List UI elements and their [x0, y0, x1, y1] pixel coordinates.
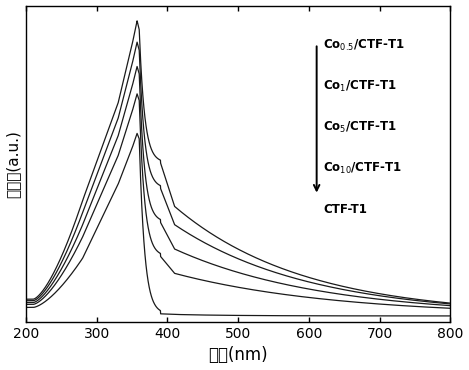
X-axis label: 波长(nm): 波长(nm): [208, 346, 268, 364]
Y-axis label: 吸光度(a.u.): 吸光度(a.u.): [6, 130, 21, 198]
Text: Co$_{0.5}$/CTF-T1: Co$_{0.5}$/CTF-T1: [323, 38, 404, 53]
Text: CTF-T1: CTF-T1: [323, 203, 367, 216]
Text: Co$_{10}$/CTF-T1: Co$_{10}$/CTF-T1: [323, 161, 402, 176]
Text: Co$_{5}$/CTF-T1: Co$_{5}$/CTF-T1: [323, 120, 397, 135]
Text: Co$_{1}$/CTF-T1: Co$_{1}$/CTF-T1: [323, 79, 397, 94]
